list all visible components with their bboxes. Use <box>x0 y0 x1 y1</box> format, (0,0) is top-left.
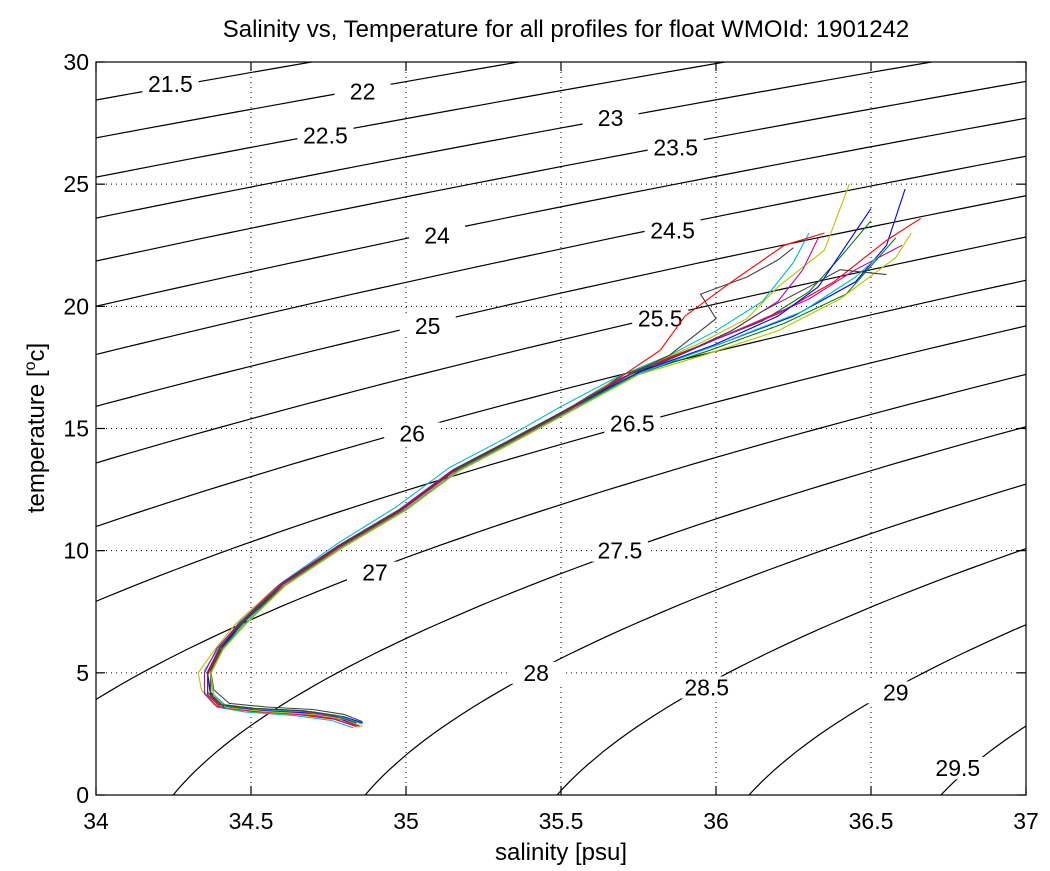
x-tick-label-0: 34 <box>83 808 109 834</box>
density-contour-25-5 <box>96 236 1026 464</box>
profile-line-3 <box>203 232 810 729</box>
contour-label-14: 28.5 <box>684 674 729 700</box>
y-tick-label-4: 20 <box>63 293 89 319</box>
contour-label-15: 29 <box>883 679 909 705</box>
contour-label-bg-7 <box>399 314 456 337</box>
contour-label-9: 26 <box>399 420 425 446</box>
contour-label-bg-10 <box>604 412 661 435</box>
density-contour-23-5 <box>96 80 1026 262</box>
y-axis-label-main: temperature [ <box>23 370 50 513</box>
contour-label-12: 27.5 <box>598 538 643 564</box>
contour-label-1: 22 <box>350 78 376 104</box>
y-tick-label-5: 25 <box>63 171 89 197</box>
profile-line-1 <box>207 220 872 726</box>
density-contour-24-5 <box>96 155 1026 356</box>
contour-label-bg-8 <box>632 307 689 330</box>
x-tick-label-6: 37 <box>1013 808 1039 834</box>
contour-label-bg-5 <box>409 224 465 247</box>
contour-label-4: 23.5 <box>653 135 698 161</box>
density-contour-27-5 <box>172 426 1026 795</box>
density-contour-28 <box>364 483 1026 795</box>
density-contour-27 <box>96 373 1026 701</box>
contour-label-3: 23 <box>598 105 624 131</box>
profile-line-6 <box>210 247 794 723</box>
y-axis: 0 5 10 15 20 25 30 <box>63 49 1026 808</box>
contour-label-bg-0 <box>142 72 199 95</box>
density-contour-28-5 <box>556 547 1026 795</box>
contour-label-bg-16 <box>929 757 986 780</box>
contour-label-bg-2 <box>297 124 354 147</box>
profile-line-11 <box>203 237 819 726</box>
contour-label-8: 25.5 <box>638 306 683 332</box>
density-contour-22 <box>96 62 522 139</box>
contour-label-11: 27 <box>362 560 388 586</box>
contour-label-10: 26.5 <box>610 411 655 437</box>
x-axis: 34 34.5 35 35.5 36 36.5 37 <box>83 62 1039 834</box>
contour-label-bg-11 <box>347 561 403 584</box>
y-tick-label-3: 15 <box>63 416 89 442</box>
x-axis-label: salinity [psu] <box>495 839 627 866</box>
contour-label-16: 29.5 <box>935 755 980 781</box>
contour-label-bg-12 <box>591 539 648 562</box>
profile-line-9 <box>207 232 825 728</box>
contour-label-7: 25 <box>415 313 441 339</box>
contour-label-bg-14 <box>678 676 735 699</box>
contour-label-bg-9 <box>384 422 441 445</box>
profile-series <box>197 184 921 729</box>
profile-line-13 <box>207 269 887 724</box>
x-tick-label-4: 36 <box>703 808 729 834</box>
density-contour-21-5 <box>96 62 316 101</box>
contour-label-5: 24 <box>424 222 450 248</box>
contour-label-bg-1 <box>334 80 391 103</box>
contour-label-0: 21.5 <box>148 71 193 97</box>
density-contour-26-5 <box>96 325 1026 603</box>
y-axis-label-end: c] <box>23 343 50 362</box>
contour-label-bg-15 <box>867 681 924 704</box>
profile-line-2 <box>207 217 921 728</box>
profile-line-5 <box>197 184 850 725</box>
y-tick-label-2: 10 <box>63 538 89 564</box>
y-axis-label-sup: o <box>22 361 39 370</box>
profile-line-7 <box>207 208 872 726</box>
contour-label-6: 24.5 <box>650 218 695 244</box>
density-contour-23 <box>96 62 935 219</box>
profile-line-10 <box>210 257 878 725</box>
y-tick-label-6: 30 <box>63 49 89 75</box>
density-contour-24 <box>96 117 1026 307</box>
y-tick-label-1: 5 <box>76 660 89 686</box>
x-tick-label-2: 35 <box>393 808 419 834</box>
chart-title: Salinity vs, Temperature for all profile… <box>223 16 910 43</box>
density-contour-29 <box>748 624 1026 795</box>
profile-line-12 <box>210 232 912 728</box>
contour-label-bg-6 <box>644 219 701 242</box>
contour-label-2: 22.5 <box>303 122 348 148</box>
x-tick-label-5: 36.5 <box>849 808 894 834</box>
x-tick-label-3: 35.5 <box>539 808 584 834</box>
density-contour-26 <box>96 279 1026 528</box>
x-tick-label-1: 34.5 <box>229 808 274 834</box>
contour-label-13: 28 <box>523 660 549 686</box>
contour-label-bg-13 <box>508 661 565 684</box>
profile-line-8 <box>210 237 897 724</box>
y-tick-label-0: 0 <box>76 782 89 808</box>
contour-label-bg-3 <box>582 107 639 130</box>
density-contour-25 <box>96 195 1026 407</box>
y-axis-label: temperature [oc] <box>22 343 50 513</box>
contour-label-bg-4 <box>647 136 704 159</box>
